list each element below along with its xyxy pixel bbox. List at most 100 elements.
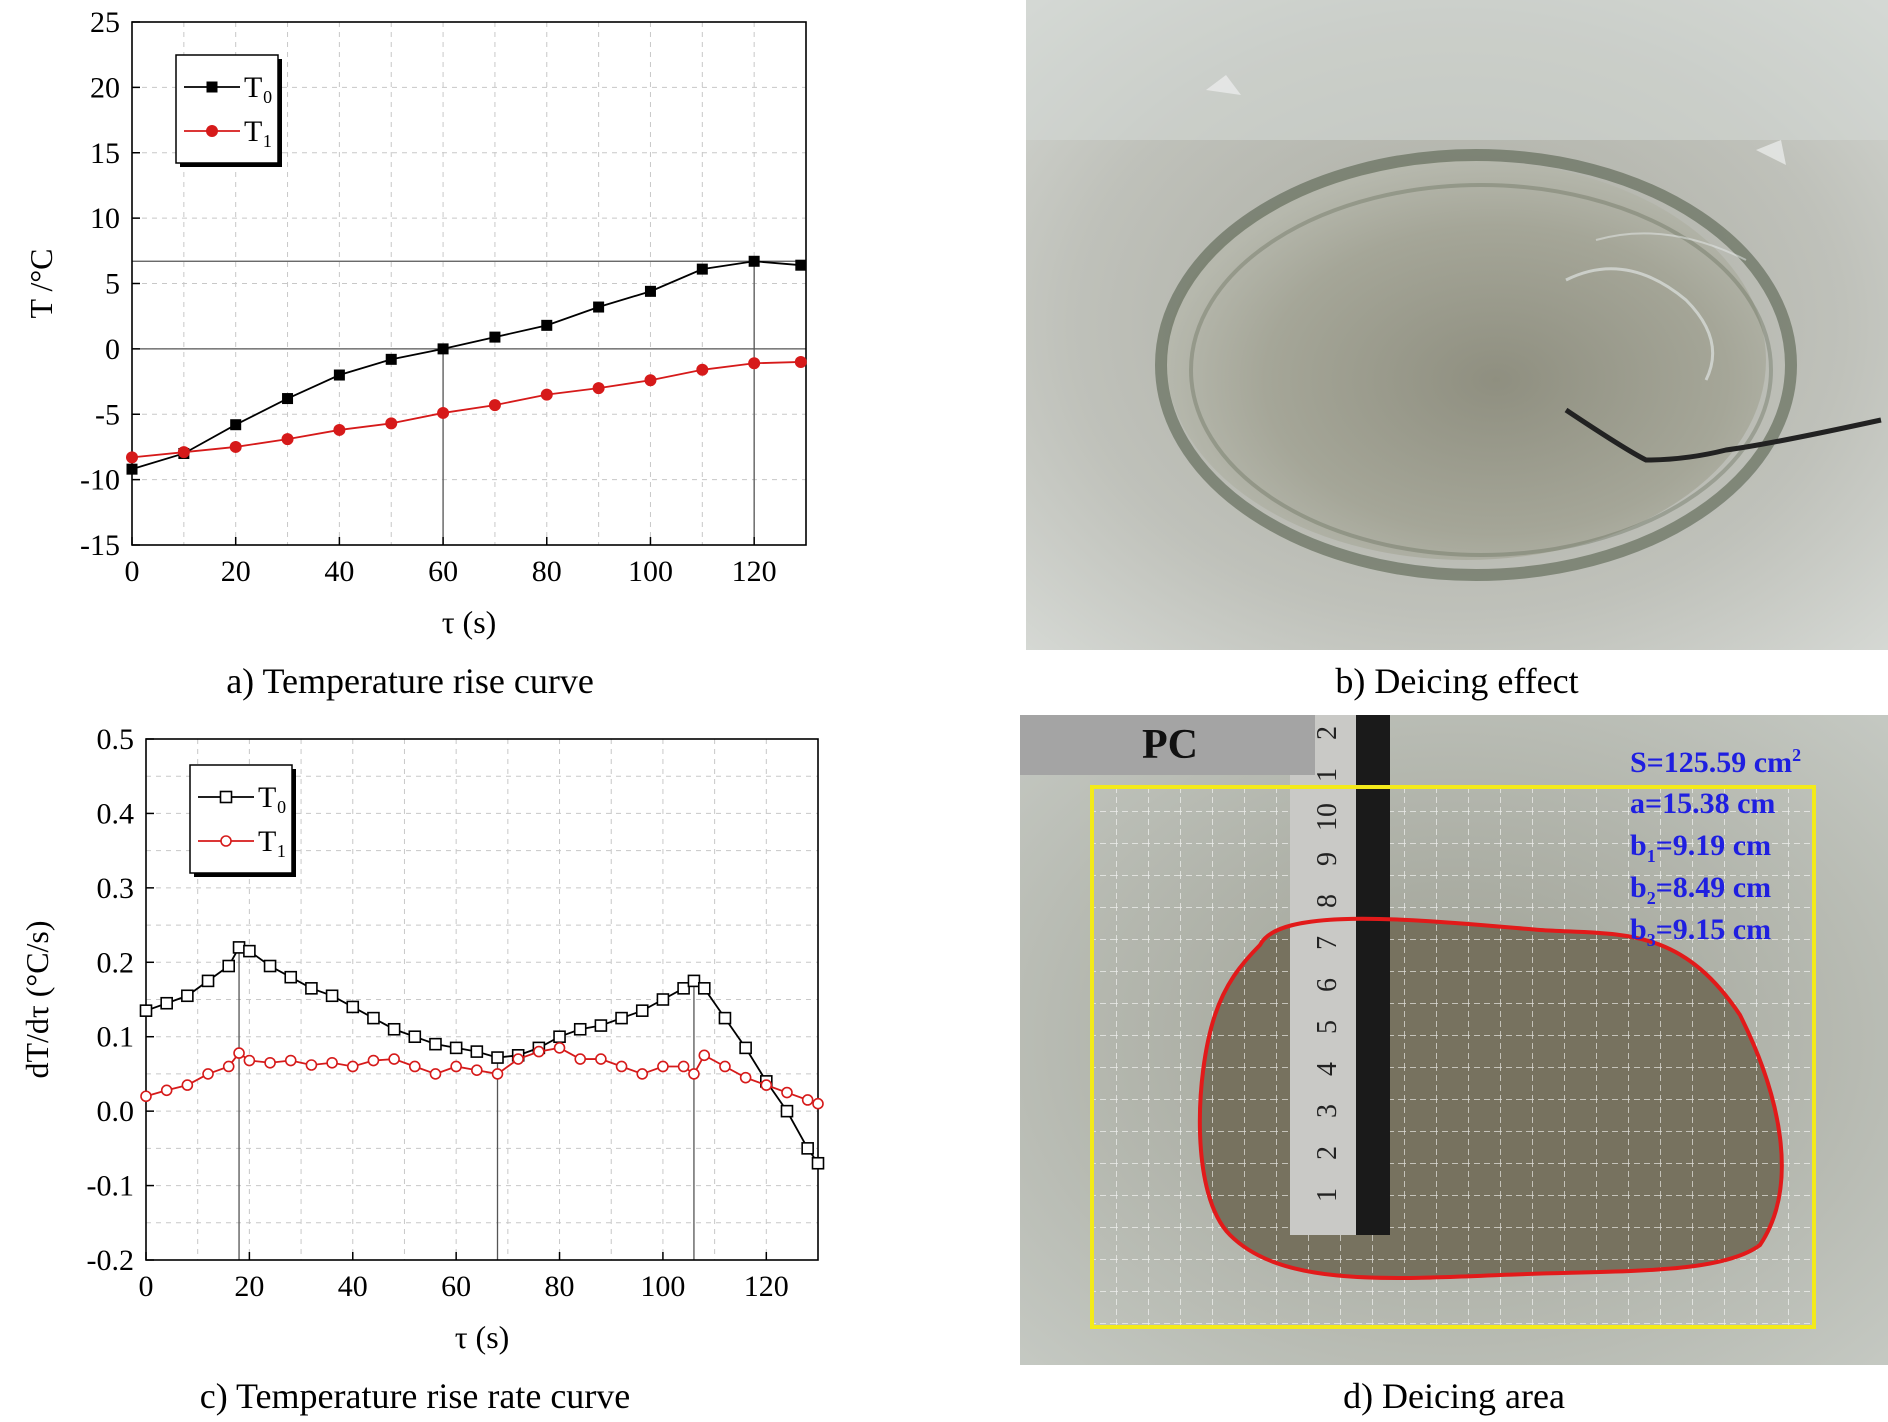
pc-tag: PC <box>1142 722 1198 768</box>
x-tick-label: 20 <box>234 1270 264 1303</box>
measurement-line: b3=9.15 cm <box>1630 913 1772 950</box>
chart-temperature-rise: 0 20 40 60 80 100 120 -15 -10 -5 0 5 10 15 20 25 τ (s) T … <box>0 0 820 660</box>
y-tick-label: 5 <box>105 268 120 301</box>
data-point-series-1 <box>429 1068 442 1080</box>
x-tick-label: 20 <box>221 555 251 588</box>
data-point-series-0 <box>780 1104 794 1118</box>
data-point-series-1 <box>644 374 657 387</box>
data-point-series-1 <box>408 1060 421 1073</box>
data-point-series-0 <box>385 353 397 365</box>
data-point-series-0 <box>635 1004 649 1017</box>
legend-label: T₀ <box>244 71 273 104</box>
ruler-number: 1 <box>1312 768 1343 782</box>
data-point-series-1 <box>264 1056 276 1069</box>
data-point-series-1 <box>595 1053 607 1065</box>
x-tick-label: 40 <box>324 555 354 588</box>
x-tick-label: 120 <box>732 555 777 588</box>
caption-c: c) Temperature rise rate curve <box>199 1376 631 1416</box>
caption-b: b) Deicing effect <box>1335 661 1579 701</box>
data-point-series-0 <box>408 1030 422 1044</box>
series-line-1 <box>131 361 801 459</box>
measurement-line: S=125.59 cm2 <box>1630 745 1802 779</box>
legend-box <box>175 54 279 164</box>
data-point-series-1 <box>719 1060 731 1073</box>
x-tick-label: 80 <box>545 1270 575 1303</box>
data-point-series-1 <box>305 1059 318 1071</box>
data-point-series-1 <box>760 1079 773 1091</box>
data-point-series-1 <box>512 1053 524 1065</box>
legend-box <box>189 764 293 874</box>
data-point-series-1 <box>126 451 138 464</box>
legend-marker <box>219 790 233 804</box>
x-axis-label: τ (s) <box>442 604 497 640</box>
data-point-series-1 <box>450 1060 462 1073</box>
data-point-series-0 <box>230 419 242 431</box>
x-tick-label: 120 <box>744 1270 789 1303</box>
data-point-series-0 <box>449 1041 463 1055</box>
ruler-number: 4 <box>1312 1062 1343 1076</box>
data-point-series-1 <box>284 1054 297 1067</box>
data-point-series-0 <box>160 996 173 1010</box>
data-point-series-0 <box>470 1045 484 1058</box>
data-point-series-0 <box>615 1011 628 1025</box>
y-tick-label: 0.0 <box>97 1095 135 1128</box>
data-point-series-0 <box>491 1051 504 1064</box>
ruler-number: 1 <box>1312 1188 1343 1202</box>
data-point-series-1 <box>491 1068 504 1080</box>
y-axis-label: dT/dτ (°C/s) <box>19 920 55 1078</box>
data-point-series-1 <box>181 1079 194 1091</box>
data-point-series-1 <box>243 1054 256 1067</box>
data-point-series-1 <box>437 406 450 419</box>
data-point-series-1 <box>688 1068 700 1080</box>
ruler-numbers: 123456789101234 <box>1312 726 1343 1202</box>
data-point-series-1 <box>615 1060 628 1073</box>
legend-marker <box>206 125 218 137</box>
data-point-series-0 <box>748 255 760 267</box>
data-point-series-1 <box>748 357 761 370</box>
data-point-series-0 <box>801 1142 814 1155</box>
y-tick-label: -15 <box>80 529 120 562</box>
data-point-series-0 <box>739 1041 752 1055</box>
ruler-number: 7 <box>1312 936 1343 950</box>
y-tick-label: 0.2 <box>97 946 135 979</box>
x-tick-label: 0 <box>139 1270 154 1303</box>
y-tick-label: -0.2 <box>87 1244 135 1277</box>
data-point-series-1 <box>696 363 709 376</box>
plot-frame <box>145 738 819 1261</box>
y-tick-label: -5 <box>95 398 120 431</box>
ruler-number: 8 <box>1312 894 1343 908</box>
data-point-series-0 <box>222 959 236 973</box>
data-point-series-0 <box>644 285 656 297</box>
data-point-series-0 <box>541 319 553 331</box>
data-point-series-0 <box>696 263 708 275</box>
y-tick-label: -10 <box>80 464 120 497</box>
data-point-series-0 <box>718 1011 732 1025</box>
data-point-series-1 <box>281 433 294 446</box>
data-point-series-0 <box>437 343 449 355</box>
measurement-line: b1=9.19 cm <box>1630 829 1772 866</box>
data-point-series-1 <box>553 1042 566 1054</box>
legend-label: T₁ <box>258 825 287 858</box>
photo-deicing-effect <box>1026 0 1888 650</box>
data-point-series-0 <box>139 1004 153 1017</box>
x-tick-label: 60 <box>428 555 458 588</box>
measurement-line: b2=8.49 cm <box>1630 871 1772 908</box>
data-point-series-1 <box>488 399 501 412</box>
data-point-series-1 <box>177 446 190 459</box>
data-point-series-0 <box>489 331 501 343</box>
ruler-number: 2 <box>1312 726 1343 740</box>
data-point-series-0 <box>367 1011 380 1025</box>
chart-c-svg: 0 20 40 60 80 100 120 -0.2 -0.1 0.0 0.1 0.2 0.3 0.4 0.… <box>19 723 825 1355</box>
legend-label: T₁ <box>244 115 273 148</box>
data-point-series-0 <box>697 982 711 995</box>
legend-marker <box>206 81 218 93</box>
data-point-series-1 <box>540 388 553 401</box>
data-point-series-0 <box>282 393 294 405</box>
data-point-series-0 <box>795 259 807 271</box>
data-point-series-1 <box>801 1094 814 1106</box>
x-tick-label: 100 <box>628 555 673 588</box>
ruler-number: 3 <box>1312 1104 1343 1118</box>
ruler-number: 2 <box>1312 1146 1343 1160</box>
data-point-series-0 <box>594 1019 608 1032</box>
y-tick-label: 0.1 <box>97 1021 135 1054</box>
